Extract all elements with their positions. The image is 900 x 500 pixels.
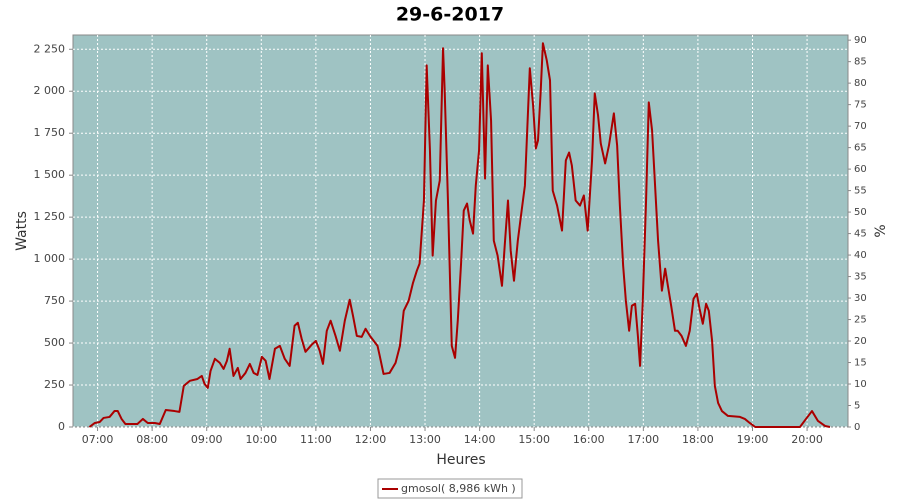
y2-tick-label: 60 [854, 164, 867, 175]
y2-tick-label: 50 [854, 207, 867, 218]
chart-title: 29-6-2017 [396, 4, 504, 26]
y-tick-label: 0 [58, 420, 65, 433]
y-axis-label: Watts [14, 211, 30, 251]
y2-tick-label: 90 [854, 35, 867, 46]
y-tick-label: 250 [44, 378, 65, 391]
y-tick-label: 2 000 [34, 84, 66, 97]
y2-tick-label: 15 [854, 358, 867, 369]
x-tick-label: 17:00 [627, 433, 659, 446]
x-tick-label: 13:00 [409, 433, 441, 446]
x-tick-label: 08:00 [136, 433, 168, 446]
y-tick-label: 750 [44, 294, 65, 307]
x-tick-label: 20:00 [791, 433, 823, 446]
y2-tick-label: 85 [854, 57, 867, 68]
y-tick-label: 1 500 [34, 168, 66, 181]
x-tick-label: 11:00 [300, 433, 332, 446]
x-tick-label: 19:00 [737, 433, 769, 446]
x-axis-label: Heures [436, 452, 485, 468]
y-tick-label: 500 [44, 336, 65, 349]
y2-tick-label: 5 [854, 401, 860, 412]
y2-tick-label: 10 [854, 379, 867, 390]
y2-axis-label: % [873, 224, 889, 237]
x-tick-label: 15:00 [518, 433, 550, 446]
y2-tick-label: 35 [854, 272, 867, 283]
y2-tick-label: 0 [854, 422, 860, 433]
y2-tick-label: 80 [854, 78, 867, 89]
y2-tick-label: 40 [854, 250, 867, 261]
x-tick-label: 18:00 [682, 433, 714, 446]
plot-area [72, 34, 849, 428]
grid [73, 35, 848, 428]
x-tick-label: 16:00 [573, 433, 605, 446]
legend-label: gmosol( 8,986 kWh ) [401, 482, 516, 495]
y2-tick-label: 70 [854, 121, 867, 132]
y2-tick-label: 30 [854, 293, 867, 304]
x-tick-label: 10:00 [245, 433, 277, 446]
y2-tick-label: 20 [854, 336, 867, 347]
legend-box [377, 478, 523, 499]
x-tick-label: 14:00 [464, 433, 496, 446]
y-tick-label: 1 250 [34, 210, 66, 223]
x-tick-label: 12:00 [355, 433, 387, 446]
y2-tick-label: 55 [854, 186, 867, 197]
y-tick-label: 1 750 [34, 126, 66, 139]
y2-tick-label: 25 [854, 315, 867, 326]
y2-tick-label: 45 [854, 229, 867, 240]
y-tick-label: 1 000 [34, 252, 66, 265]
x-tick-label: 07:00 [82, 433, 114, 446]
x-tick-label: 09:00 [191, 433, 223, 446]
y-tick-label: 2 250 [34, 42, 66, 55]
data-line [88, 42, 831, 428]
y2-tick-label: 75 [854, 100, 867, 111]
y2-tick-label: 65 [854, 143, 867, 154]
